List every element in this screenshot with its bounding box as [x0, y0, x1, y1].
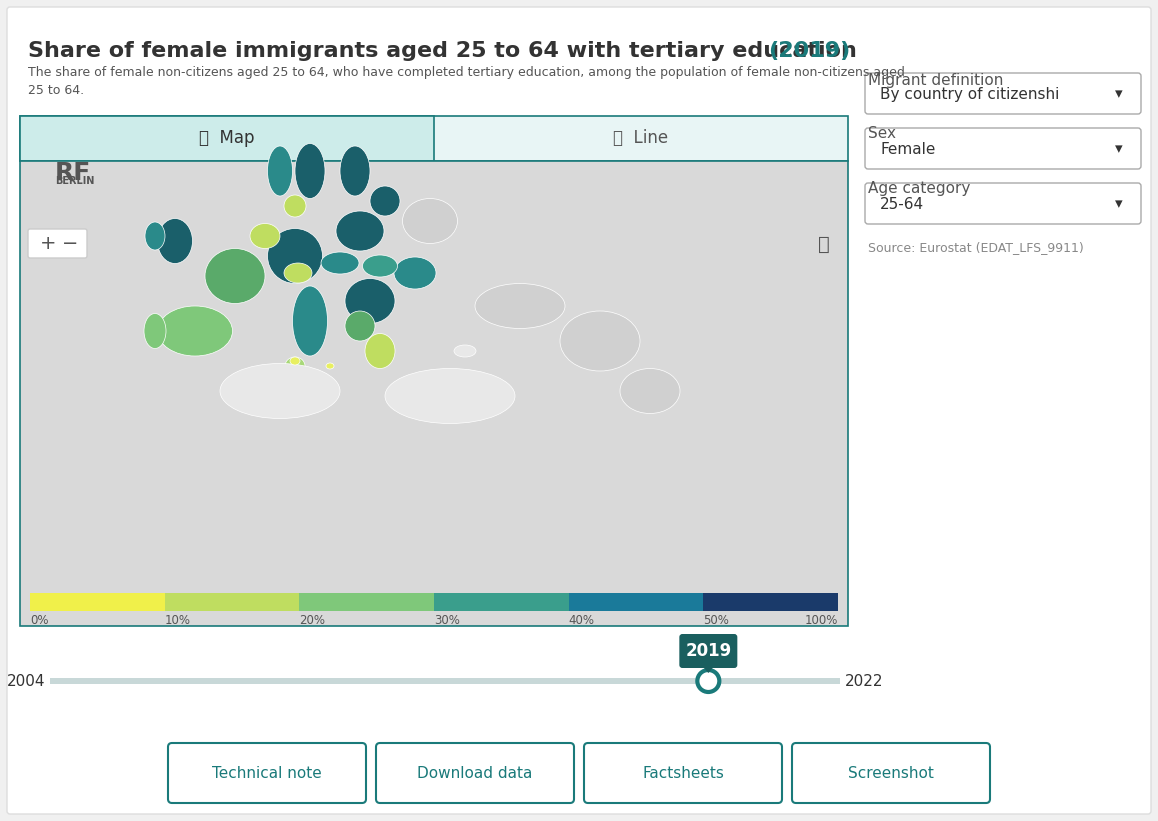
Ellipse shape: [345, 278, 395, 323]
FancyBboxPatch shape: [376, 743, 574, 803]
Ellipse shape: [336, 211, 384, 251]
Text: The share of female non-citizens aged 25 to 64, who have completed tertiary educ: The share of female non-citizens aged 25…: [28, 66, 904, 97]
Text: 50%: 50%: [703, 614, 730, 627]
Text: ▾: ▾: [1115, 86, 1123, 102]
Text: 📄  Line: 📄 Line: [614, 129, 668, 147]
Text: ⛶: ⛶: [819, 235, 830, 254]
Text: BERLIN: BERLIN: [54, 176, 94, 186]
Ellipse shape: [145, 222, 164, 250]
Ellipse shape: [362, 255, 397, 277]
FancyBboxPatch shape: [792, 743, 990, 803]
Bar: [164, 593, 299, 611]
Polygon shape: [702, 665, 716, 673]
Bar: [20, 161, 434, 164]
Text: Migrant definition: Migrant definition: [868, 73, 1003, 88]
Text: Technical note: Technical note: [212, 765, 322, 781]
Ellipse shape: [295, 144, 325, 199]
Bar: [569, 593, 703, 611]
FancyBboxPatch shape: [168, 743, 366, 803]
Ellipse shape: [345, 311, 375, 341]
Text: −: −: [61, 233, 79, 253]
Bar: [50, 678, 840, 684]
Text: 0%: 0%: [30, 614, 49, 627]
Bar: [20, 116, 434, 161]
Ellipse shape: [250, 223, 280, 249]
Text: 🗺  Map: 🗺 Map: [199, 129, 255, 147]
Bar: [20, 161, 848, 626]
FancyBboxPatch shape: [865, 128, 1141, 169]
Text: Download data: Download data: [417, 765, 533, 781]
Text: Screenshot: Screenshot: [848, 765, 935, 781]
Text: Source: Eurostat (EDAT_LFS_9911): Source: Eurostat (EDAT_LFS_9911): [868, 241, 1084, 254]
Ellipse shape: [267, 146, 293, 196]
Ellipse shape: [620, 369, 680, 414]
Text: By country of citizenshi: By country of citizenshi: [880, 86, 1060, 102]
Ellipse shape: [475, 283, 565, 328]
Ellipse shape: [327, 363, 334, 369]
Text: 20%: 20%: [299, 614, 325, 627]
Ellipse shape: [157, 306, 233, 356]
FancyBboxPatch shape: [584, 743, 782, 803]
Text: ▾: ▾: [1115, 196, 1123, 212]
Text: ▾: ▾: [1115, 141, 1123, 157]
Ellipse shape: [365, 333, 395, 369]
Ellipse shape: [157, 218, 192, 264]
Text: 10%: 10%: [164, 614, 191, 627]
Text: Share of female immigrants aged 25 to 64 with tertiary education: Share of female immigrants aged 25 to 64…: [28, 41, 857, 61]
Ellipse shape: [290, 357, 300, 365]
Bar: [434, 593, 569, 611]
Ellipse shape: [284, 263, 312, 283]
FancyBboxPatch shape: [28, 229, 87, 258]
Ellipse shape: [384, 369, 515, 424]
Text: 100%: 100%: [805, 614, 838, 627]
Ellipse shape: [560, 311, 640, 371]
Ellipse shape: [403, 199, 457, 244]
Text: Sex: Sex: [868, 126, 896, 141]
Text: 2022: 2022: [845, 673, 884, 689]
Ellipse shape: [205, 249, 265, 304]
Ellipse shape: [454, 345, 476, 357]
Text: Factsheets: Factsheets: [642, 765, 724, 781]
Ellipse shape: [285, 357, 305, 375]
Text: Female: Female: [880, 141, 936, 157]
Ellipse shape: [220, 364, 340, 419]
Text: 30%: 30%: [434, 614, 460, 627]
Ellipse shape: [267, 228, 322, 283]
Ellipse shape: [321, 252, 359, 274]
FancyBboxPatch shape: [680, 634, 738, 668]
Bar: [299, 593, 434, 611]
Ellipse shape: [371, 186, 400, 216]
FancyBboxPatch shape: [7, 7, 1151, 814]
Bar: [20, 116, 848, 161]
Text: 25-64: 25-64: [880, 196, 924, 212]
Bar: [703, 593, 838, 611]
Text: (2019): (2019): [768, 41, 850, 61]
Text: 2019: 2019: [686, 642, 732, 660]
Ellipse shape: [284, 195, 306, 217]
Ellipse shape: [293, 286, 328, 356]
FancyBboxPatch shape: [865, 183, 1141, 224]
Text: 2004: 2004: [7, 673, 45, 689]
Ellipse shape: [340, 146, 371, 196]
Ellipse shape: [394, 257, 437, 289]
Text: +: +: [39, 233, 57, 253]
Text: 40%: 40%: [569, 614, 595, 627]
Text: RF: RF: [54, 161, 91, 185]
Ellipse shape: [144, 314, 166, 348]
Text: Age category: Age category: [868, 181, 970, 196]
Circle shape: [697, 670, 719, 692]
Bar: [30, 593, 164, 611]
FancyBboxPatch shape: [865, 73, 1141, 114]
